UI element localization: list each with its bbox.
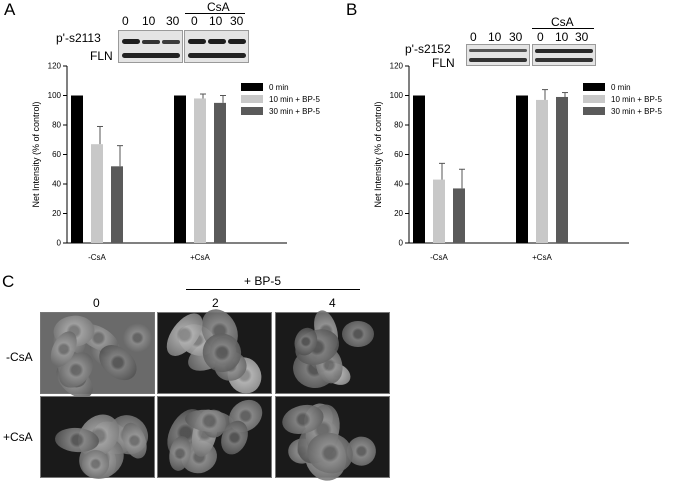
cell-shape xyxy=(341,320,374,348)
bar xyxy=(536,99,548,243)
bar xyxy=(194,98,206,243)
panel-b-letter: B xyxy=(346,0,358,19)
y-tick-label: 20 xyxy=(394,209,403,218)
panel-a-treatment-line xyxy=(185,13,245,14)
micrograph-image xyxy=(275,307,390,394)
bar xyxy=(413,95,425,243)
bar xyxy=(516,95,528,243)
legend-swatch xyxy=(583,95,605,103)
panel-b-lane-label: 30 xyxy=(509,30,523,44)
x-category-label: -CsA xyxy=(88,253,106,262)
y-tick-label: 40 xyxy=(394,180,403,189)
bar xyxy=(214,102,226,243)
panel-c-letter: C xyxy=(2,272,15,291)
bar xyxy=(556,96,568,243)
panel-a-treatment-label: CsA xyxy=(207,0,230,14)
micrograph-image xyxy=(157,303,272,399)
panel-b-lane-label: 0 xyxy=(537,30,544,44)
y-axis-label: Net Intensity (% of control) xyxy=(373,101,383,207)
panel-a-lane-label: 0 xyxy=(191,14,198,28)
legend-swatch xyxy=(583,83,605,91)
panel-b-blot-left xyxy=(466,44,530,66)
legend-swatch xyxy=(241,83,263,91)
y-axis-label: Net Intensity (% of control) xyxy=(31,101,41,207)
bar xyxy=(433,179,445,243)
y-tick-label: 100 xyxy=(48,91,62,100)
x-category-label: +CsA xyxy=(532,253,552,262)
panel-a-letter: A xyxy=(4,0,16,19)
panel-a-lane-label: 30 xyxy=(230,14,244,28)
bar xyxy=(174,95,186,243)
legend-label: 30 min + BP-5 xyxy=(269,107,320,116)
panel-c-column-label: 4 xyxy=(329,296,336,310)
panel-b-lane-label: 10 xyxy=(488,30,502,44)
legend-label: 0 min xyxy=(611,83,631,92)
legend-swatch xyxy=(583,107,605,115)
legend-label: 10 min + BP-5 xyxy=(611,95,662,104)
panel-b-lane-label: 30 xyxy=(575,30,589,44)
y-tick-label: 0 xyxy=(57,239,62,248)
bar xyxy=(91,144,103,243)
legend-label: 0 min xyxy=(269,83,289,92)
y-tick-label: 40 xyxy=(52,180,61,189)
panel-a-lane-label: 10 xyxy=(209,14,223,28)
micrograph-image xyxy=(157,393,272,478)
legend-swatch xyxy=(241,95,263,103)
panel-b-treatment-label: CsA xyxy=(551,15,574,29)
panel-b-lane-label: 10 xyxy=(555,30,569,44)
micrograph-image xyxy=(275,396,390,486)
y-tick-label: 60 xyxy=(52,150,61,159)
bar xyxy=(71,95,83,243)
y-tick-label: 0 xyxy=(399,239,404,248)
y-tick-label: 80 xyxy=(394,121,403,130)
panel-a-blot-right xyxy=(184,30,249,63)
y-tick-label: 120 xyxy=(390,62,404,71)
legend-label: 30 min + BP-5 xyxy=(611,107,662,116)
panel-b-treatment-line xyxy=(532,28,594,29)
panel-a-blot-loading-label: FLN xyxy=(90,49,113,63)
bar xyxy=(111,166,123,243)
x-category-label: +CsA xyxy=(190,253,210,262)
x-category-label: -CsA xyxy=(430,253,448,262)
panel-c-treatment-header: + BP-5 xyxy=(244,274,282,288)
legend-label: 10 min + BP-5 xyxy=(269,95,320,104)
panel-c-row-label: +CsA xyxy=(3,430,33,444)
panel-c-treatment-line xyxy=(186,289,360,290)
panel-b-blot-right xyxy=(532,44,596,66)
panel-a-lane-label: 0 xyxy=(122,14,129,28)
panel-b-bar-chart: 0 20 40 60 80 100 120 Net Intensity (% of contr… xyxy=(373,62,662,263)
legend-swatch xyxy=(241,107,263,115)
panel-b-lane-label: 0 xyxy=(470,30,477,44)
y-tick-label: 120 xyxy=(48,62,62,71)
panel-c-column-label: 2 xyxy=(212,296,219,310)
y-tick-label: 100 xyxy=(390,91,404,100)
panel-a-lane-label: 10 xyxy=(142,14,156,28)
panel-b-blot-loading-label: FLN xyxy=(432,56,455,70)
y-tick-label: 80 xyxy=(52,121,61,130)
y-tick-label: 60 xyxy=(394,150,403,159)
micrograph-image xyxy=(40,396,157,488)
panel-c-column-label: 0 xyxy=(93,296,100,310)
panel-a-lane-label: 30 xyxy=(166,14,180,28)
y-tick-label: 20 xyxy=(52,209,61,218)
panel-c-row-label: -CsA xyxy=(6,350,33,364)
panel-a-bar-chart: 0 20 40 60 80 100 120 Net Intensity (% of contr… xyxy=(31,62,320,263)
panel-b-blot-protein-label: p'-s2152 xyxy=(405,42,451,56)
panel-a-blot-left xyxy=(118,30,183,63)
panel-a-blot-protein-label: p'-s2113 xyxy=(56,31,101,45)
micrograph-image xyxy=(40,312,155,406)
bar xyxy=(453,188,465,243)
